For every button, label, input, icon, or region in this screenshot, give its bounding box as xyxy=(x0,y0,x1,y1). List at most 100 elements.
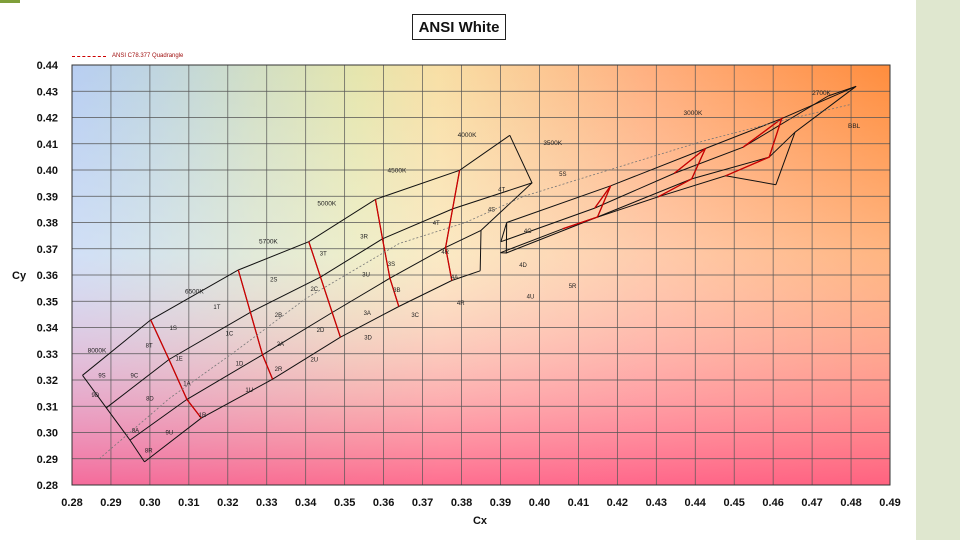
bin-label: 3S xyxy=(388,262,395,268)
y-axis-label: Cy xyxy=(12,270,27,282)
cct-label: 4500K xyxy=(388,168,407,175)
y-tick-label: 0.30 xyxy=(37,428,58,440)
bin-label: 9U xyxy=(166,430,174,436)
y-tick-label: 0.38 xyxy=(37,218,58,230)
cct-label: 2700K xyxy=(812,90,831,97)
quadrangle-edge xyxy=(150,319,202,419)
bin-label: 3B xyxy=(393,288,400,294)
bin-label: 2B xyxy=(275,313,282,319)
x-tick-label: 0.42 xyxy=(607,497,628,509)
bin-label: 2A xyxy=(277,342,284,348)
y-tick-label: 0.31 xyxy=(37,401,58,413)
bin-label: 2R xyxy=(275,367,283,373)
bin-label: 2C xyxy=(310,287,318,293)
bin-label: 9C xyxy=(130,373,138,379)
grid-lines xyxy=(71,64,891,486)
y-tick-labels: 0.44 0.43 0.42 0.41 0.40 0.39 0.38 0.37 0.36 0.35… xyxy=(37,60,59,492)
x-tick-labels: 0.28 0.29 0.30 0.31 0.32 0.33 0.34 0.35 0.36 0.37… xyxy=(61,497,900,509)
bin-label: 1U xyxy=(245,388,253,394)
cct-label: 4000K xyxy=(458,132,477,139)
bin-label: 1R xyxy=(199,413,207,419)
bin-label: 2S xyxy=(270,278,277,284)
bin-label: 3R xyxy=(360,234,368,240)
y-tick-label: 0.32 xyxy=(37,375,58,387)
bin-label: 1T xyxy=(213,305,220,311)
x-tick-label: 0.49 xyxy=(879,497,900,509)
chromaticity-chart: 9S 8T 9C 9D 8D 8A 8R 9U 1S 1E 1A 1R 1T 1C 1D 1U 2S 2B 2A 2R… xyxy=(12,60,901,527)
x-tick-label: 0.35 xyxy=(334,497,355,509)
quadrangle-edge xyxy=(308,241,342,338)
x-tick-label: 0.39 xyxy=(490,497,511,509)
bin-label: 3U xyxy=(362,272,370,278)
x-axis-label: Cx xyxy=(473,515,488,527)
bin-label: 4S xyxy=(488,207,495,213)
cct-labels: 2700K 3000K 3500K 4000K 4500K 5000K 5700K 6500K… xyxy=(88,90,832,354)
bin-label: 1S xyxy=(170,326,177,332)
x-tick-label: 0.36 xyxy=(373,497,394,509)
x-tick-label: 0.32 xyxy=(217,497,238,509)
x-tick-label: 0.34 xyxy=(295,497,317,509)
cct-label: 3500K xyxy=(543,140,562,147)
x-tick-label: 0.41 xyxy=(568,497,589,509)
y-tick-label: 0.29 xyxy=(37,454,58,466)
y-tick-label: 0.34 xyxy=(37,323,59,335)
y-tick-label: 0.40 xyxy=(37,165,58,177)
x-tick-label: 0.28 xyxy=(61,497,82,509)
bin-label: 3T xyxy=(320,251,327,257)
bin-label: 8R xyxy=(145,448,153,454)
x-tick-label: 0.44 xyxy=(685,497,707,509)
x-tick-label: 0.43 xyxy=(646,497,667,509)
bin-label: 9S xyxy=(98,374,105,380)
x-tick-label: 0.30 xyxy=(139,497,160,509)
top-accent-rule xyxy=(0,0,20,3)
bin-label: 8A xyxy=(132,429,139,435)
x-tick-label: 0.38 xyxy=(451,497,472,509)
bin-label: 4C xyxy=(524,229,532,235)
bin-label: 9D xyxy=(92,393,100,399)
y-tick-label: 0.28 xyxy=(37,480,58,492)
bin-label: 8T xyxy=(146,344,153,350)
quadrangle-edge xyxy=(562,185,612,230)
bin-label: 5R xyxy=(569,284,577,290)
y-tick-label: 0.33 xyxy=(37,349,58,361)
y-tick-label: 0.43 xyxy=(37,86,58,98)
cct-label: 5000K xyxy=(317,200,336,207)
bin-label: 3D xyxy=(364,335,372,341)
legend-quadrangle-label: ANSI C78.377 Quadrangle xyxy=(112,53,184,59)
quadrangle-edge xyxy=(725,116,783,177)
quadrangle-edge xyxy=(657,147,706,198)
bin-label: 2U xyxy=(310,358,318,364)
bin-grid-col-line xyxy=(479,135,533,271)
bin-label: 8D xyxy=(146,397,154,403)
bin-label: 3C xyxy=(411,313,419,319)
warm-grid-col-line xyxy=(775,85,857,185)
warm-grid-col-line xyxy=(500,222,508,254)
cct-label: 6500K xyxy=(185,288,204,295)
bin-label: 4D xyxy=(519,263,527,269)
bin-label: 1A xyxy=(183,381,190,387)
quadrangle-edge xyxy=(444,170,461,281)
bin-label: 5S xyxy=(559,172,566,178)
cct-label: 5700K xyxy=(259,239,278,246)
bin-label: 2D xyxy=(317,328,325,334)
bbl-label: BBL xyxy=(848,123,861,130)
x-tick-label: 0.37 xyxy=(412,497,433,509)
bin-label: 4T xyxy=(433,221,440,227)
chart-title: ANSI White xyxy=(412,14,506,40)
bin-label: 1D xyxy=(236,362,244,368)
y-tick-label: 0.37 xyxy=(37,244,58,256)
x-tick-label: 0.33 xyxy=(256,497,277,509)
quadrangle-edge xyxy=(374,199,400,307)
cct-label: 8000K xyxy=(88,347,107,354)
x-tick-label: 0.40 xyxy=(529,497,550,509)
y-tick-label: 0.39 xyxy=(37,191,58,203)
x-tick-label: 0.45 xyxy=(723,497,744,509)
ansi-quadrangles xyxy=(150,116,783,419)
x-tick-label: 0.46 xyxy=(762,497,783,509)
quadrangle-edge xyxy=(237,269,274,380)
y-tick-label: 0.42 xyxy=(37,113,58,125)
bin-grid-col-line xyxy=(82,375,145,463)
legend-quadrangle-swatch xyxy=(72,55,106,57)
x-tick-label: 0.31 xyxy=(178,497,199,509)
bin-label: 4U xyxy=(527,295,535,301)
